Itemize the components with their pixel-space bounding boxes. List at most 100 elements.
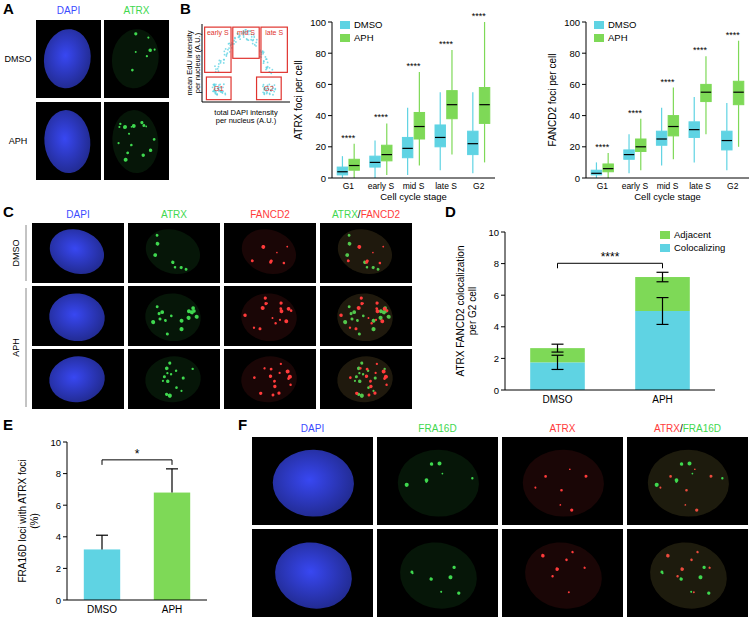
focus (180, 390, 182, 392)
gate (233, 27, 259, 58)
focus (289, 383, 292, 386)
focus (258, 327, 261, 330)
focus (375, 301, 379, 305)
focus (448, 575, 453, 580)
cell-dot (271, 69, 273, 71)
focus (264, 296, 268, 300)
focus (441, 473, 443, 475)
focus (276, 251, 278, 253)
cell-dot (214, 65, 216, 67)
nucleus (47, 291, 107, 344)
cell-dot (217, 68, 219, 70)
focus (153, 138, 156, 141)
median (402, 148, 412, 149)
micrograph (32, 286, 124, 346)
y-tick (328, 146, 332, 147)
y-tick (63, 536, 67, 537)
y-tick-label: 0 (321, 173, 326, 184)
focus (146, 55, 149, 58)
whisker-high (386, 123, 387, 145)
focus (186, 316, 191, 321)
cell-dot (255, 42, 257, 44)
y-tick-label: 2 (494, 353, 499, 364)
y-tick (63, 568, 67, 569)
gate (205, 27, 231, 72)
micrograph (36, 20, 101, 98)
y-tick (501, 295, 505, 296)
y-tick (582, 22, 586, 23)
nuclear-haze (140, 222, 207, 281)
focus (123, 125, 127, 129)
y-tick-label: 0 (56, 595, 61, 606)
y-tick-label: 2 (56, 563, 61, 574)
focus (284, 319, 288, 323)
median (468, 143, 478, 144)
error-cap (657, 324, 669, 325)
cell-dot (216, 93, 218, 95)
focus (551, 575, 554, 578)
cell-dot (234, 38, 236, 40)
focus (160, 310, 164, 314)
column-header: ATRX/FANCD2 (332, 209, 401, 220)
nucleus (109, 108, 161, 175)
whisker-low (628, 159, 629, 173)
error-bar (171, 469, 172, 493)
focus (170, 373, 173, 376)
focus (253, 376, 256, 379)
header-part: DAPI (66, 209, 89, 220)
whisker-high (419, 72, 420, 113)
focus (569, 468, 571, 470)
focus (263, 367, 266, 370)
focus (142, 124, 145, 127)
y-tick-label: 10 (488, 227, 499, 238)
focus (286, 245, 288, 247)
focus (135, 51, 137, 53)
y-tick (328, 178, 332, 179)
focus (179, 266, 183, 270)
focus (412, 572, 414, 574)
nucleus (238, 353, 299, 406)
cell-dot (229, 51, 231, 53)
focus (560, 489, 563, 492)
plot-area (84, 469, 190, 600)
cell-dot (252, 43, 254, 45)
y-tick (63, 442, 67, 443)
box (468, 131, 478, 154)
cell-dot (239, 38, 241, 40)
focus (179, 318, 183, 322)
x-tick-label: late S (435, 181, 457, 191)
column-header: ATRX (550, 423, 576, 434)
cell-dot (216, 94, 218, 96)
median (370, 162, 380, 163)
legend-label: Colocalizing (674, 242, 725, 253)
focus (381, 369, 386, 374)
box (414, 112, 424, 139)
column-header: ATRX (124, 5, 150, 16)
cell-dot (226, 54, 228, 56)
error-cap (552, 344, 564, 345)
cell-dot (267, 62, 269, 64)
figure: ABCDEFDAPIATRXDMSOAPHearly Smid Slate SG… (0, 0, 756, 622)
gate (261, 27, 287, 72)
focus (277, 391, 281, 395)
whisker-low (673, 136, 674, 159)
focus (285, 369, 290, 374)
cell-dot (267, 66, 269, 68)
box (636, 139, 646, 151)
whisker-high (608, 153, 609, 164)
median (349, 165, 359, 166)
panel-label: B (180, 0, 191, 17)
focus (175, 386, 178, 389)
micrograph (224, 286, 316, 346)
focus (153, 48, 155, 50)
box (447, 91, 457, 119)
focus (269, 259, 273, 263)
cell-dot (256, 39, 258, 41)
legend-label: DMSO (608, 19, 637, 30)
bar (154, 493, 190, 600)
whisker-high (596, 162, 597, 170)
nucleus (647, 449, 730, 518)
cell-dot (266, 58, 268, 60)
cell-dot (269, 67, 271, 69)
focus (167, 393, 172, 398)
